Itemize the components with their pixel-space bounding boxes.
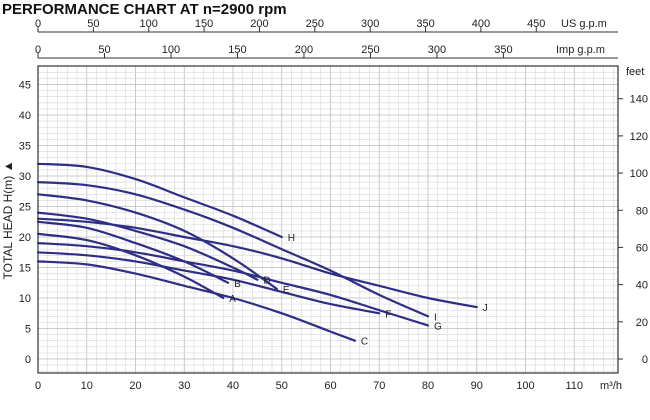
y-tick-label: 45 <box>19 80 31 92</box>
curve-f <box>36 251 381 315</box>
x-tick-label: 80 <box>422 380 434 392</box>
x-tick-label: 100 <box>516 380 534 392</box>
y-tick-label: 30 <box>19 171 31 183</box>
x-tick-label: 10 <box>81 380 93 392</box>
grid <box>37 65 618 373</box>
us-gpm-tick-label: 0 <box>35 18 41 30</box>
imp-gpm-tick-label: 250 <box>361 44 379 56</box>
feet-tick-label: 60 <box>636 242 648 254</box>
curves <box>36 162 478 342</box>
y-tick-label: 0 <box>25 354 31 366</box>
feet-tick-label: 120 <box>630 131 648 143</box>
curve-e <box>36 193 278 290</box>
curve-label-c: C <box>361 337 368 348</box>
x-tick-label: 70 <box>373 380 385 392</box>
us-gpm-tick-label: 300 <box>361 18 379 30</box>
feet-tick-label: 20 <box>636 317 648 329</box>
feet-tick-label: 100 <box>630 168 648 180</box>
curve-i <box>36 181 430 318</box>
feet-tick-label: 0 <box>642 354 648 366</box>
curve-c <box>36 260 356 342</box>
y-tick-label: 10 <box>19 293 31 305</box>
curve-b <box>36 220 230 284</box>
curve-label-i: I <box>434 312 437 323</box>
imp-gpm-tick-label: 300 <box>428 44 446 56</box>
curve-label-j: J <box>483 303 488 314</box>
y-tick-label: 35 <box>19 141 31 153</box>
x-tick-label: 20 <box>129 380 141 392</box>
x-tick-label: 90 <box>471 380 483 392</box>
us-gpm-tick-label: 250 <box>306 18 324 30</box>
x-tick-label: 60 <box>324 380 336 392</box>
imp-gpm-tick-label: 350 <box>494 44 512 56</box>
us-gpm-tick-label: 50 <box>87 18 99 30</box>
us-gpm-tick-label: 100 <box>140 18 158 30</box>
curve-label-h: H <box>288 233 295 244</box>
x-tick-label: 110 <box>565 380 583 392</box>
imp-gpm-tick-label: 200 <box>295 44 313 56</box>
chart-title: PERFORMANCE CHART AT n=2900 rpm <box>2 1 287 18</box>
curve-h <box>36 162 283 239</box>
feet-tick-label: 140 <box>630 94 648 106</box>
us-gpm-unit: US g.p.m <box>561 18 607 30</box>
curve-g <box>36 242 430 327</box>
imp-gpm-tick-label: 150 <box>228 44 246 56</box>
curve-label-e: E <box>283 285 290 296</box>
feet-unit: feet <box>626 66 644 78</box>
x-tick-label: 50 <box>276 380 288 392</box>
imp-gpm-tick-label: 50 <box>98 44 110 56</box>
curve-label-d: D <box>263 276 270 287</box>
curve-label-a: A <box>229 294 236 305</box>
y-tick-label: 20 <box>19 232 31 244</box>
curve-label-f: F <box>385 309 391 320</box>
y-tick-label: 25 <box>19 202 31 214</box>
imp-gpm-unit: Imp g.p.m <box>556 44 605 56</box>
us-gpm-tick-label: 150 <box>195 18 213 30</box>
y-axis-title: TOTAL HEAD H(m) ▲ <box>1 161 15 280</box>
x-unit: m³/h <box>600 380 622 392</box>
axes: 0 10 20 30 40 50 60 70 80 90 100 110 0 5 10 15 20 25 30 35 4… <box>19 18 648 392</box>
curve-a <box>36 232 225 300</box>
feet-tick-label: 80 <box>636 205 648 217</box>
feet-tick-label: 40 <box>636 280 648 292</box>
x-tick-label: 40 <box>227 380 239 392</box>
us-gpm-tick-label: 350 <box>416 18 434 30</box>
curve-j <box>36 217 478 309</box>
labels: AB C D E F G H I J <box>229 233 488 348</box>
imp-gpm-tick-label: 100 <box>162 44 180 56</box>
x-tick-label: 30 <box>178 380 190 392</box>
us-gpm-tick-label: 200 <box>250 18 268 30</box>
us-gpm-tick-label: 400 <box>472 18 490 30</box>
plot-frame <box>37 65 619 374</box>
x-tick-label: 0 <box>35 380 41 392</box>
curve-label-b: B <box>234 279 241 290</box>
curve-label-g: G <box>434 321 442 332</box>
us-gpm-tick-label: 450 <box>527 18 545 30</box>
y-tick-label: 40 <box>19 110 31 122</box>
y-tick-label: 5 <box>25 324 31 336</box>
y-tick-label: 15 <box>19 263 31 275</box>
imp-gpm-tick-label: 0 <box>35 44 41 56</box>
curve-d <box>36 211 259 281</box>
